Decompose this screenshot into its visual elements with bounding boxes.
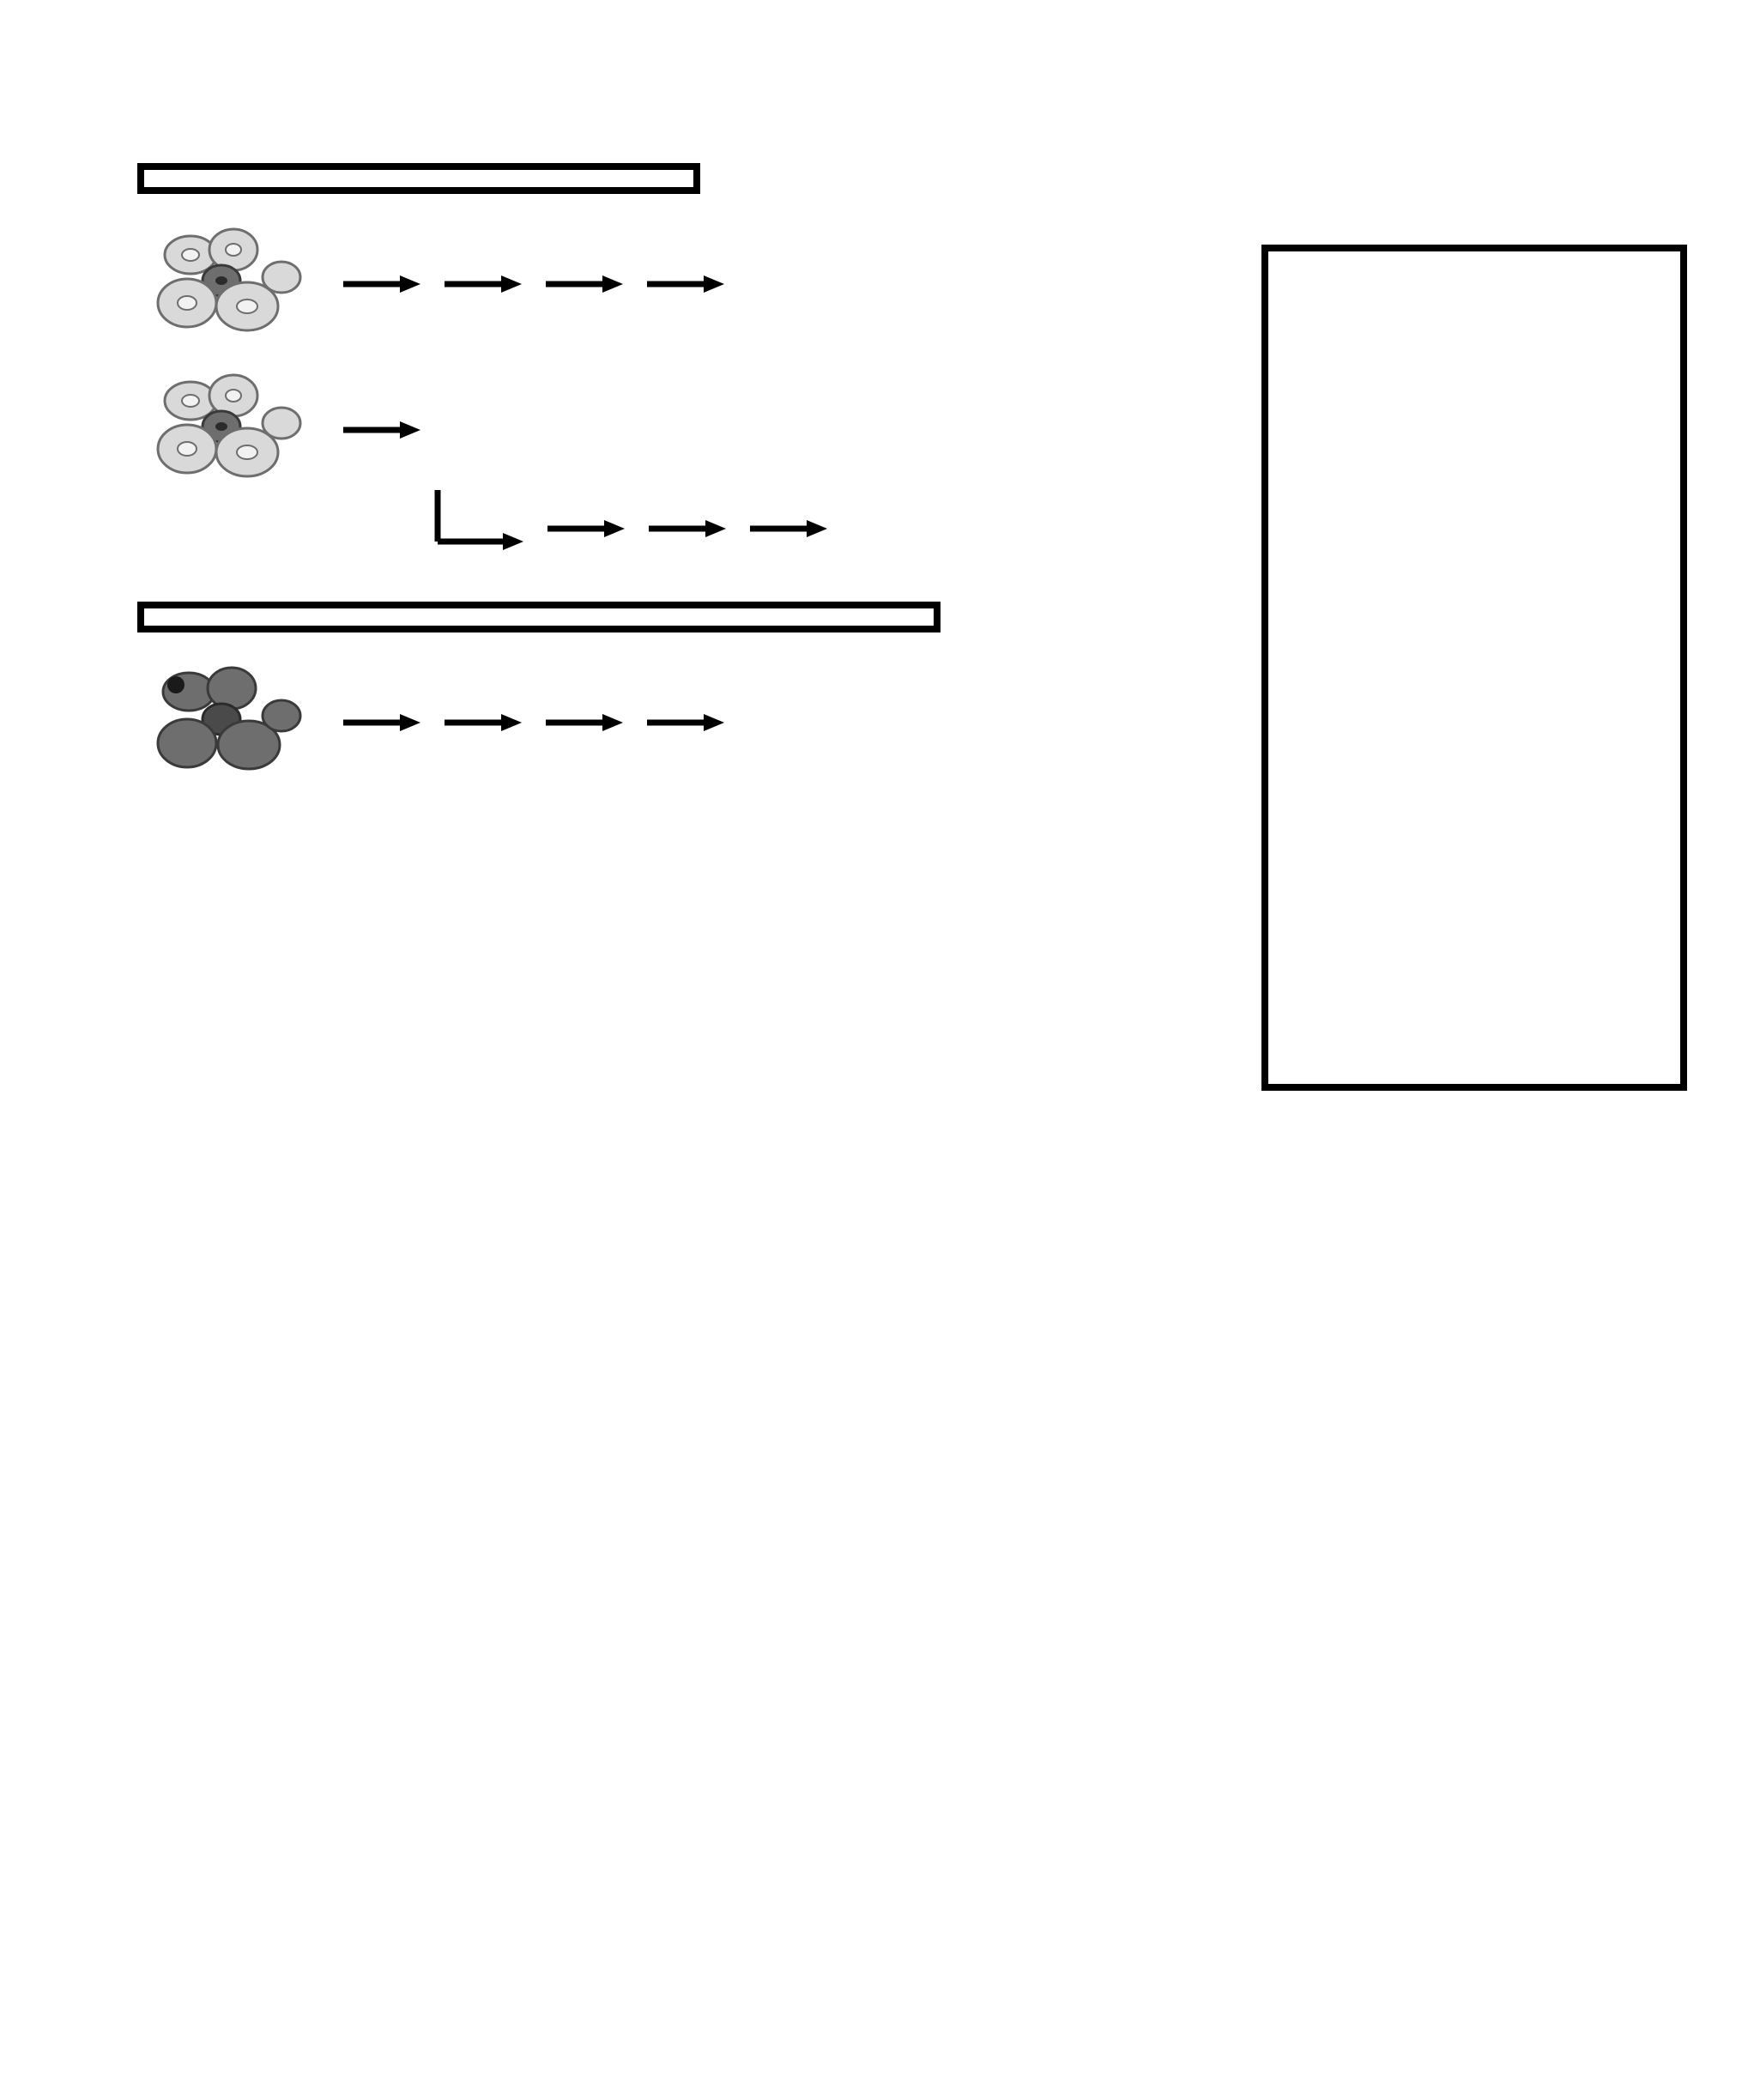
arrow-icon [647,267,724,301]
arrow-icon [647,705,724,740]
initial-row-1 [146,224,1244,344]
subsequent-title-box [137,602,941,632]
cell-cluster-icon [146,370,309,490]
l-arrow-icon [420,490,523,567]
cell-cluster-dark-icon [146,663,309,783]
cell-cluster-icon [146,224,309,344]
initial-therapy-title-box [137,163,700,194]
arrow-icon [546,267,623,301]
arrow-icon [343,413,420,447]
right-summary-box [1261,245,1687,1091]
subsequent-row [146,663,1244,783]
page [0,0,1748,2100]
initial-row-2b [420,490,1244,567]
arrow-icon [445,705,522,740]
left-column [137,163,1244,808]
initial-row-2 [146,370,1244,490]
arrow-icon [649,511,726,546]
arrow-icon [547,511,625,546]
arrow-icon [546,705,623,740]
arrow-icon [750,511,827,546]
arrow-icon [445,267,522,301]
arrow-icon [343,705,420,740]
arrow-icon [343,267,420,301]
